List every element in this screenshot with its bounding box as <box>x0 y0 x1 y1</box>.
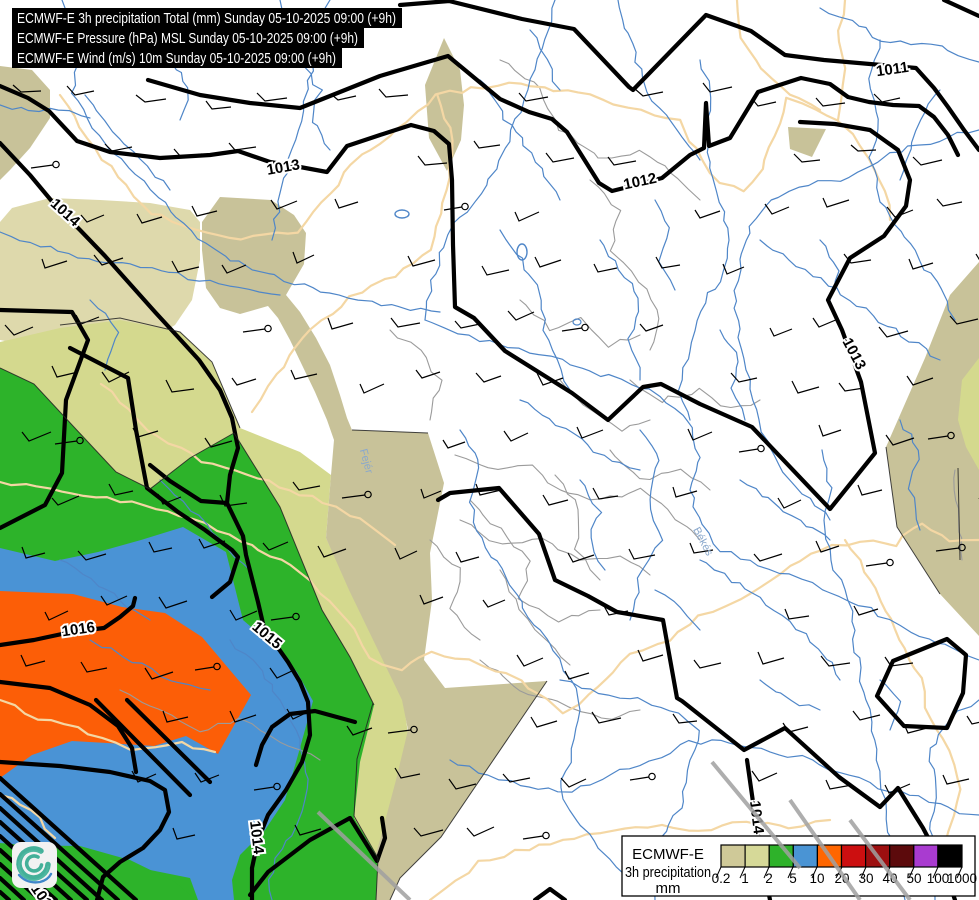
svg-text:ECMWF-E: ECMWF-E <box>632 846 704 863</box>
svg-text:2: 2 <box>765 871 773 886</box>
svg-text:100: 100 <box>927 871 950 886</box>
svg-text:50: 50 <box>906 871 921 886</box>
svg-text:5: 5 <box>789 871 797 886</box>
svg-text:3h precipitation: 3h precipitation <box>625 864 711 881</box>
svg-text:0.2: 0.2 <box>712 871 731 886</box>
svg-text:ECMWF-E Wind (m/s) 10m Sunday: ECMWF-E Wind (m/s) 10m Sunday 05-10-2025… <box>17 51 336 67</box>
svg-text:1000: 1000 <box>947 871 977 886</box>
svg-text:ECMWF-E Pressure (hPa) MSL Sun: ECMWF-E Pressure (hPa) MSL Sunday 05-10-… <box>17 31 358 47</box>
svg-text:30: 30 <box>858 871 873 886</box>
svg-text:10: 10 <box>809 871 824 886</box>
svg-text:1: 1 <box>741 871 749 886</box>
svg-text:ECMWF-E 3h precipitation Total: ECMWF-E 3h precipitation Total (mm) Sund… <box>17 11 396 27</box>
svg-text:mm: mm <box>656 880 681 897</box>
